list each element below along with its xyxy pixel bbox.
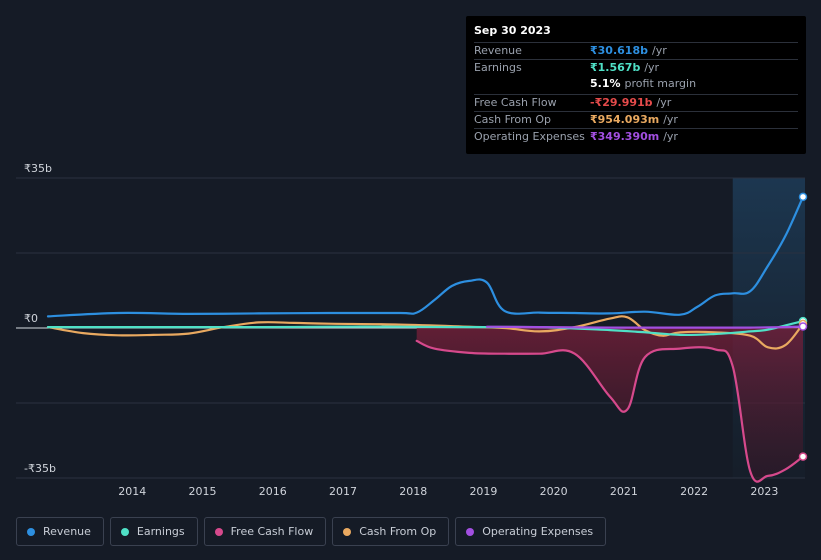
legend-dot-icon [27,527,35,536]
tooltip-row-value: ₹954.093m [590,112,660,126]
series-line-cash-from-op [46,315,805,350]
tooltip-row-label: Revenue [474,44,522,57]
legend-dot-icon [120,527,129,536]
tooltip-row-label: Free Cash Flow [474,95,557,109]
series-line-revenue [46,195,805,318]
tooltip-row-value: -₹29.991b [590,95,653,109]
x-tick-label: 2023 [750,485,778,498]
legend-item-operating-expenses[interactable]: Operating Expenses [455,517,607,546]
legend-dot-icon [466,527,475,536]
x-tick-label: 2022 [680,485,708,498]
legend-label: Earnings [136,525,185,538]
tooltip-row: Earnings ₹1.567b/yr [474,59,798,76]
tooltip-row-label: Cash From Op [474,112,552,126]
y-tick-label: ₹0 [24,312,38,325]
legend-item-revenue[interactable]: Revenue [16,517,104,546]
tooltip-row: Revenue ₹30.618b/yr [474,42,798,59]
x-tick-label: 2019 [469,485,497,498]
legend-label: Revenue [43,525,91,538]
tooltip-row-label [474,76,590,93]
series-endpoint-revenue [798,192,808,202]
tooltip-row-label: Earnings [474,61,522,75]
legend-item-cash-from-op[interactable]: Cash From Op [332,517,450,546]
legend-dot-icon [343,527,352,536]
x-tick-label: 2016 [259,485,287,498]
series-line-free-cash-flow [415,339,805,483]
tooltip-row-value: ₹349.390m [590,129,660,143]
legend-item-earnings[interactable]: Earnings [109,517,198,546]
legend-item-free-cash-flow[interactable]: Free Cash Flow [203,517,327,546]
x-tick-label: 2021 [610,485,638,498]
legend-label: Free Cash Flow [230,525,314,538]
series-endpoint-free-cash-flow [798,452,808,461]
tooltip-row-unit: /yr [651,44,667,57]
tooltip-row-unit: /yr [663,112,678,126]
tooltip-date: Sep 30 2023 [474,24,551,37]
tooltip-row-value: ₹30.618b [590,44,648,57]
legend-label: Operating Expenses [482,525,594,538]
x-tick-label: 2015 [189,485,217,498]
x-tick-label: 2020 [540,485,568,498]
x-tick-label: 2018 [399,485,427,498]
tooltip-row-label: Operating Expenses [474,129,585,143]
tooltip-row-value: 5.1% [590,77,621,91]
tooltip-row: Free Cash Flow -₹29.991b/yr [474,93,798,111]
tooltip-panel: Sep 30 2023 Revenue ₹30.618b/yr Earnings ₹1… [466,16,806,154]
legend-dot-icon [214,527,223,536]
tooltip-row: Cash From Op ₹954.093m/yr [474,110,798,128]
tooltip-row-unit: profit margin [624,77,697,91]
tooltip-row-unit: /yr [663,129,678,143]
series-endpoint-operating-expenses [798,322,808,331]
tooltip-row-value: ₹1.567b [590,61,641,75]
legend-label: Cash From Op [359,525,437,538]
tooltip-row: Operating Expenses ₹349.390m/yr [474,127,798,145]
tooltip-row-unit: /yr [656,95,672,109]
tooltip-row-unit: /yr [644,61,660,75]
x-tick-label: 2014 [118,485,146,498]
y-tick-label: -₹35b [24,462,56,475]
series-line-operating-expenses [485,325,805,329]
series-area-free-cash-flow [416,328,803,482]
tooltip-row: 5.1% profit margin [474,76,798,93]
y-tick-label: ₹35b [24,162,52,175]
chart-legend: Revenue Earnings Free Cash Flow Cash From O… [16,517,607,546]
x-tick-label: 2017 [329,485,357,498]
